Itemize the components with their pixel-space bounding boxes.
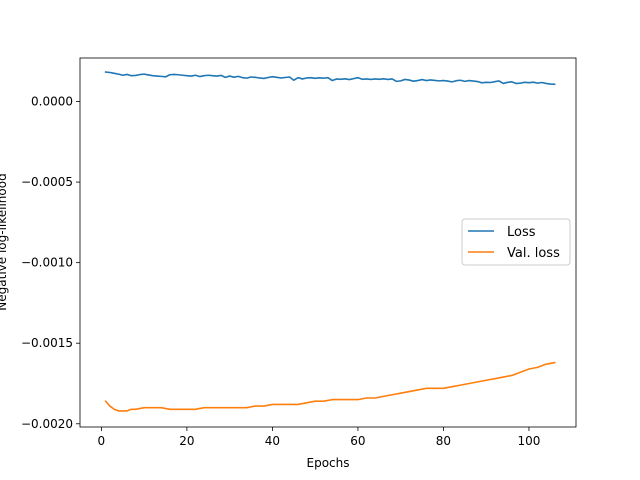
legend: Loss Val. loss — [461, 218, 571, 266]
x-tick-label: 0 — [98, 434, 106, 448]
legend-label-0: Loss — [507, 225, 536, 240]
x-tick-label: 60 — [350, 434, 365, 448]
plot-frame — [79, 57, 577, 428]
y-tick-label: −0.0015 — [21, 336, 73, 350]
y-tick-label: −0.0010 — [21, 256, 73, 270]
x-axis: 0 20 40 60 80 100 — [98, 427, 541, 448]
x-tick-label: 20 — [179, 434, 194, 448]
plot-area — [79, 57, 577, 428]
y-tick-label: −0.0005 — [21, 175, 73, 189]
y-axis-label: Negative log-likelihood — [0, 173, 9, 310]
series-line-1 — [104, 361, 556, 412]
y-tick-label: −0.0020 — [21, 417, 73, 431]
legend-label-1: Val. loss — [507, 246, 560, 261]
x-axis-label: Epochs — [307, 456, 350, 470]
x-tick-label: 100 — [518, 434, 541, 448]
x-tick-label: 40 — [265, 434, 280, 448]
series-line-0 — [104, 71, 556, 86]
y-tick-label: 0.0000 — [31, 95, 73, 109]
y-axis: 0.0000 −0.0005 −0.0010 −0.0015 −0.0020 — [21, 95, 80, 431]
x-tick-label: 80 — [436, 434, 451, 448]
